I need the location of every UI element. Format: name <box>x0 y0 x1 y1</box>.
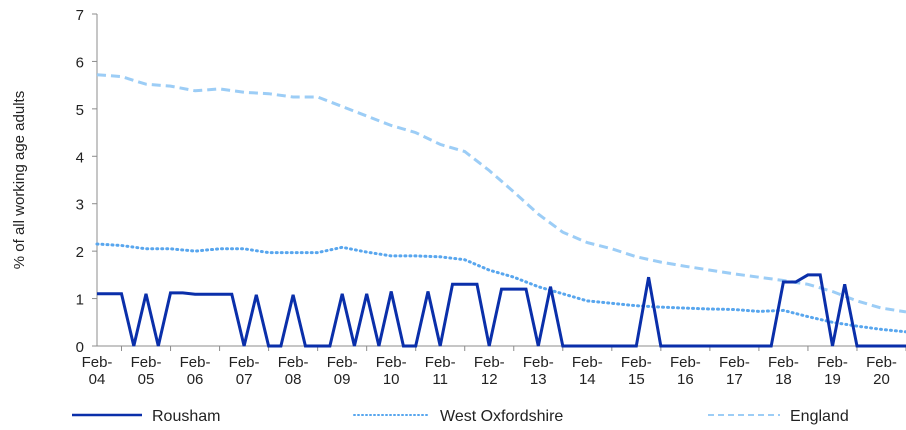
y-tick-label: 3 <box>76 197 84 214</box>
x-tick-label-line2: 04 <box>89 371 106 388</box>
legend-label: England <box>790 408 849 425</box>
x-tick-label: Feb-14 <box>572 354 603 388</box>
x-tick-label-line1: Feb- <box>817 354 848 371</box>
x-tick-label-line2: 15 <box>628 371 645 388</box>
y-tick-label: 2 <box>76 244 84 261</box>
x-tick-label-line1: Feb- <box>621 354 652 371</box>
x-tick-label-line1: Feb- <box>425 354 456 371</box>
y-tick-group: 0 1 2 3 4 5 6 7 <box>76 7 97 356</box>
y-tick-label: 7 <box>76 7 84 24</box>
x-tick-label-line2: 13 <box>530 371 547 388</box>
x-tick-label-line1: Feb- <box>278 354 309 371</box>
y-tick-label: 4 <box>76 149 84 166</box>
y-tick-label: 0 <box>76 339 84 356</box>
y-axis-title: % of all working age adults <box>11 91 28 269</box>
y-tick-label: 6 <box>76 54 84 71</box>
x-tick-label-line1: Feb- <box>131 354 162 371</box>
x-tick-label-line2: 06 <box>187 371 204 388</box>
x-tick-label-line1: Feb- <box>523 354 554 371</box>
x-tick-label-line2: 07 <box>236 371 253 388</box>
x-tick-label: Feb-08 <box>278 354 309 388</box>
y-tick-label: 5 <box>76 102 84 119</box>
x-tick-label: Feb-12 <box>474 354 505 388</box>
x-tick-label: Feb-16 <box>670 354 701 388</box>
x-tick-label-line1: Feb- <box>376 354 407 371</box>
x-tick-label-line1: Feb- <box>768 354 799 371</box>
series-line-england <box>96 73 906 314</box>
x-tick-label-line1: Feb- <box>670 354 701 371</box>
x-tick-label-line2: 14 <box>579 371 596 388</box>
x-tick-label-line2: 16 <box>677 371 694 388</box>
x-tick-label: Feb-06 <box>180 354 211 388</box>
x-tick-label-line2: 10 <box>383 371 400 388</box>
x-tick-label-line2: 11 <box>432 371 448 388</box>
x-tick-label: Feb-13 <box>523 354 554 388</box>
x-tick-label-line1: Feb- <box>327 354 358 371</box>
x-tick-label: Feb-18 <box>768 354 799 388</box>
x-tick-group: Feb-04Feb-05Feb-06Feb-07Feb-08Feb-09Feb-… <box>82 346 906 388</box>
x-tick-label-line2: 05 <box>138 371 155 388</box>
series-line-rousham <box>97 273 906 348</box>
x-tick-label-line2: 08 <box>285 371 302 388</box>
x-tick-label-line2: 09 <box>334 371 351 388</box>
x-tick-label-line1: Feb- <box>572 354 603 371</box>
x-tick-label: Feb-20 <box>866 354 897 388</box>
x-tick-label-line2: 18 <box>775 371 792 388</box>
x-tick-label-line1: Feb- <box>474 354 505 371</box>
x-tick-label: Feb-04 <box>82 354 113 388</box>
x-tick-label-line1: Feb- <box>866 354 897 371</box>
x-tick-label-line2: 12 <box>481 371 498 388</box>
legend-label: Rousham <box>152 408 220 425</box>
legend-label: West Oxfordshire <box>440 408 563 425</box>
x-tick-label: Feb-05 <box>131 354 162 388</box>
x-tick-label: Feb-17 <box>719 354 750 388</box>
x-tick-label: Feb-15 <box>621 354 652 388</box>
series-line-west-oxfordshire <box>95 242 906 334</box>
y-tick-label: 1 <box>76 292 84 309</box>
x-tick-label-line2: 20 <box>873 371 890 388</box>
legend: Rousham West Oxfordshire England <box>72 408 849 425</box>
x-tick-label-line1: Feb- <box>719 354 750 371</box>
x-tick-label: Feb-09 <box>327 354 358 388</box>
x-tick-label-line2: 19 <box>824 371 841 388</box>
series-group <box>95 73 906 348</box>
x-tick-label: Feb-10 <box>376 354 407 388</box>
x-tick-label: Feb-19 <box>817 354 848 388</box>
x-tick-label-line1: Feb- <box>82 354 113 371</box>
x-tick-label-line1: Feb- <box>180 354 211 371</box>
x-tick-label-line2: 17 <box>726 371 743 388</box>
x-tick-label: Feb-11 <box>425 354 456 388</box>
x-tick-label: Feb-07 <box>229 354 260 388</box>
x-tick-label-line1: Feb- <box>229 354 260 371</box>
